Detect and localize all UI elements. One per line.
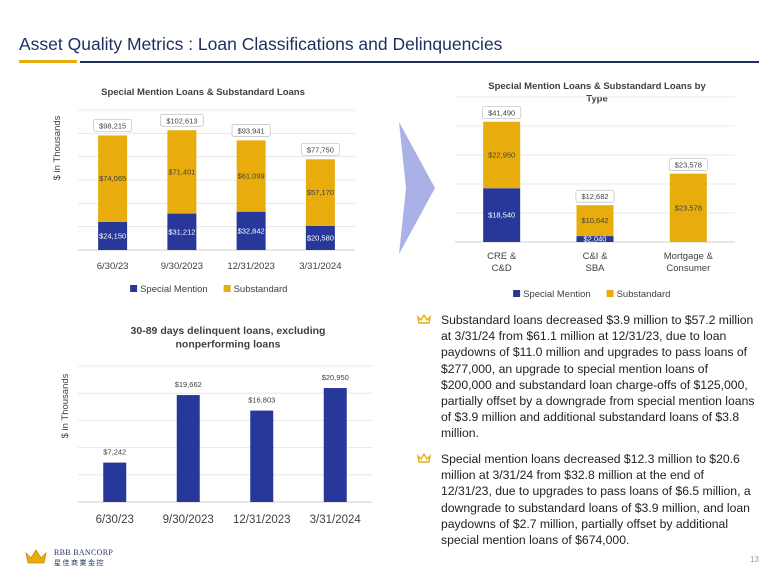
bar-substandard <box>305 159 335 226</box>
bar-substandard <box>236 140 266 212</box>
crown-icon <box>416 313 432 324</box>
x-tick-label: 3/31/2024 <box>299 261 341 272</box>
total-label-box <box>482 106 522 120</box>
legend-swatch <box>513 290 521 297</box>
bullet-text: Substandard loans decreased $3.9 million… <box>441 313 755 441</box>
bar-substandard <box>669 173 707 242</box>
x-tick-label: 9/30/2023 <box>163 514 214 526</box>
bar-substandard <box>483 121 521 189</box>
x-tick-label: C&D <box>492 263 512 274</box>
bar-special-mention <box>167 213 197 250</box>
bullet-special-mention: Special mention loans decreased $12.3 mi… <box>416 451 757 548</box>
x-tick-label: 6/30/23 <box>97 261 129 272</box>
arrow-icon <box>399 122 435 254</box>
bar-substandard <box>98 135 128 222</box>
legend-label: Special Mention <box>140 284 208 295</box>
chart-title: Type <box>586 94 607 105</box>
x-tick-label: C&I & <box>583 251 608 262</box>
bar <box>250 410 274 502</box>
bar <box>176 395 200 502</box>
data-label: $19,662 <box>175 380 202 389</box>
x-tick-label: Consumer <box>666 263 710 274</box>
data-label: $2,040 <box>584 235 607 244</box>
x-tick-label: 3/31/2024 <box>310 514 362 526</box>
data-label: $24,150 <box>99 231 126 240</box>
page-number: 13 <box>750 555 759 564</box>
chart-title: 30-89 days delinquent loans, excluding <box>131 325 326 337</box>
y-axis-label: $ in Thousands <box>52 115 63 180</box>
total-label-box <box>231 124 271 137</box>
x-tick-label: 9/30/2023 <box>161 261 203 272</box>
data-label: $22,950 <box>488 150 515 159</box>
x-tick-label: Mortgage & <box>664 251 714 262</box>
x-tick-label: 12/31/2023 <box>227 261 275 272</box>
bullet-substandard: Substandard loans decreased $3.9 million… <box>416 312 757 440</box>
logo-chinese-name: 星佳商業金控 <box>54 559 105 567</box>
total-label: $98,215 <box>99 121 126 130</box>
title-accent-rule <box>19 60 77 63</box>
chart-title: Special Mention Loans & Substandard Loan… <box>101 87 305 98</box>
bar-special-mention <box>576 236 614 242</box>
total-label-box <box>668 158 708 171</box>
total-label: $102,613 <box>166 116 197 125</box>
title-underline <box>80 61 759 63</box>
data-label: $20,580 <box>307 233 334 242</box>
total-label-box <box>93 119 133 132</box>
x-tick-label: CRE & <box>487 251 517 262</box>
chart-title: nonperforming loans <box>176 339 281 351</box>
crown-icon <box>416 452 432 463</box>
bar-special-mention <box>98 221 128 250</box>
total-label-box <box>575 189 615 203</box>
data-label: $10,642 <box>581 216 608 225</box>
legend-swatch <box>130 285 138 292</box>
x-tick-label: 6/30/23 <box>96 514 134 526</box>
bar <box>103 462 127 502</box>
total-label-box <box>160 113 204 127</box>
x-tick-label: SBA <box>585 263 605 274</box>
data-label: $57,170 <box>307 188 334 197</box>
bar-special-mention <box>236 211 266 250</box>
bullet-text: Special mention loans decreased $12.3 mi… <box>441 452 751 548</box>
data-label: $61,099 <box>238 172 265 181</box>
bar-special-mention <box>305 225 335 250</box>
data-label: $16,803 <box>248 396 275 405</box>
y-axis-label: $ in Thousands <box>60 373 71 438</box>
data-label: $7,242 <box>103 448 126 457</box>
logo-wordmark: RBB BANCORP <box>54 548 114 557</box>
total-label: $93,941 <box>238 126 265 135</box>
bar <box>323 388 347 502</box>
total-label-box <box>300 142 340 156</box>
legend-label: Substandard <box>234 284 288 295</box>
page-title: Asset Quality Metrics : Loan Classificat… <box>19 34 503 54</box>
data-label: $20,950 <box>322 373 349 382</box>
chart-title: Special Mention Loans & Substandard Loan… <box>488 81 706 92</box>
total-label: $23,578 <box>675 161 702 170</box>
data-label: $71,401 <box>168 167 195 176</box>
logo-crown-icon <box>25 549 47 564</box>
data-label: $74,065 <box>99 174 126 183</box>
bar-special-mention <box>483 188 521 242</box>
legend-swatch <box>223 285 231 292</box>
legend-label: Special Mention <box>523 289 591 300</box>
bar-substandard <box>576 205 614 237</box>
x-tick-label: 12/31/2023 <box>233 514 291 526</box>
legend-swatch <box>606 290 614 297</box>
data-label: $18,540 <box>488 211 515 220</box>
total-label: $12,682 <box>581 192 608 201</box>
data-label: $31,212 <box>168 227 195 236</box>
total-label: $41,490 <box>488 109 515 118</box>
data-label: $32,842 <box>238 226 265 235</box>
total-label: $77,750 <box>307 145 334 154</box>
data-label: $23,578 <box>675 203 702 212</box>
bar-substandard <box>167 130 197 214</box>
legend-label: Substandard <box>617 289 671 300</box>
